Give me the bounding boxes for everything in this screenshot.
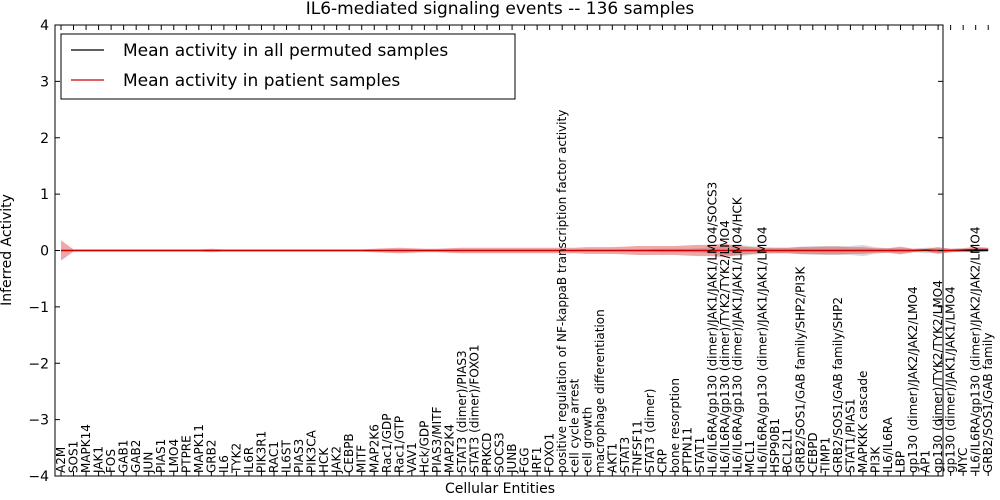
x-tick-label: HSP90B1 bbox=[768, 418, 782, 473]
x-tick-label: PIAS3 bbox=[292, 439, 306, 473]
x-tick-label: IL6 bbox=[217, 455, 231, 473]
chart-title: IL6-mediated signaling events -- 136 sam… bbox=[306, 0, 695, 19]
x-tick-label: PIK3CA bbox=[305, 429, 319, 473]
x-tick-label: GAB1 bbox=[117, 440, 131, 473]
series-lines bbox=[61, 248, 989, 252]
y-tick-label: 0 bbox=[40, 244, 49, 260]
x-tick-label: CEBPB bbox=[342, 433, 356, 473]
x-tick-label: macrophage differentiation bbox=[593, 309, 607, 473]
x-tick-label: MAP2K4 bbox=[442, 424, 456, 473]
x-tick-label: PIAS3/MITF bbox=[430, 406, 444, 473]
x-tick-label: CRP bbox=[655, 449, 669, 473]
x-tick-label: JAK1 bbox=[92, 446, 106, 474]
x-tick-label: Rac1/GDP bbox=[380, 414, 394, 473]
x-tick-label: GRB2/SOS1/GAB family/SHP2 bbox=[831, 297, 845, 473]
y-tick-label: 2 bbox=[40, 131, 49, 147]
x-tick-label: IL6/IL6RA/gp130 (dimer)/JAK1/JAK1/LMO4 bbox=[756, 227, 770, 473]
y-axis-label: Inferred Activity bbox=[0, 194, 15, 306]
x-tick-label: TYK2 bbox=[229, 443, 243, 474]
x-tick-label: IRF1 bbox=[530, 447, 544, 473]
x-tick-label: VAV1 bbox=[405, 442, 419, 473]
y-tick-label: 3 bbox=[40, 74, 49, 90]
x-tick-label: AKT1 bbox=[605, 443, 619, 473]
x-tick-label: JAK2 bbox=[330, 446, 344, 474]
x-tick-label: RAC1 bbox=[267, 441, 281, 473]
x-tick-label: IL6/IL6RA/gp130 (dimer)/JAK2/JAK2/LMO4 bbox=[969, 227, 983, 473]
x-tick-label: STAT1/PIAS1 bbox=[843, 398, 857, 473]
x-axis-label: Cellular Entities bbox=[445, 481, 555, 497]
x-tick-label: cell cycle arrest bbox=[568, 378, 582, 473]
x-tick-label: bone resorption bbox=[668, 378, 682, 473]
x-tick-label: MAPKKK cascade bbox=[856, 371, 870, 473]
y-tick-label: −2 bbox=[28, 356, 49, 372]
x-tick-label: IL6R bbox=[242, 447, 256, 473]
legend-entry-permuted: Mean activity in all permuted samples bbox=[123, 41, 448, 61]
x-tick-label: GAB2 bbox=[129, 440, 143, 473]
x-tick-label: Rac1/GTP bbox=[392, 416, 406, 473]
x-tick-label: CEBPD bbox=[806, 432, 820, 473]
x-tick-label: LBP bbox=[894, 451, 908, 473]
x-tick-label: cell growth bbox=[580, 407, 594, 473]
y-tick-label: −3 bbox=[28, 413, 49, 429]
x-tick-label: IL6/IL6RA/gp130 (dimer)/JAK1/JAK1/LMO4/H… bbox=[731, 196, 745, 473]
x-tick-label: AP1 bbox=[919, 450, 933, 473]
y-tick-label: −1 bbox=[28, 300, 49, 316]
x-tick-label: gp130 (dimer)/TYK2/TYK2/LMO4 bbox=[931, 280, 945, 473]
x-tick-label: STAT3 (dimer)/FOXO1 bbox=[467, 344, 481, 473]
y-tick-label: −4 bbox=[28, 469, 49, 485]
x-tick-label: MAPK14 bbox=[79, 424, 93, 473]
x-tick-label: MITF bbox=[355, 445, 369, 473]
x-tick-label: A2M bbox=[54, 447, 68, 473]
x-tick-label: PTPRE bbox=[179, 435, 193, 473]
x-tick-label: SOS1 bbox=[67, 441, 81, 473]
legend-entry-patient: Mean activity in patient samples bbox=[123, 71, 400, 91]
x-tick-label: GRB2 bbox=[204, 439, 218, 473]
x-tick-label: STAT3 (dimer) bbox=[643, 389, 657, 473]
y-tick-label: 1 bbox=[40, 187, 49, 203]
x-tick-label: positive regulation of NF-kappaB transcr… bbox=[555, 110, 569, 473]
x-tick-label: MAPK11 bbox=[192, 424, 206, 473]
x-tick-label: FGG bbox=[518, 448, 532, 474]
legend: Mean activity in all permuted samples Me… bbox=[60, 33, 516, 100]
x-tick-label: TNFSF11 bbox=[630, 420, 644, 474]
x-tick-label: FOXO1 bbox=[543, 433, 557, 473]
x-tick-label: Hck/GDP bbox=[417, 421, 431, 473]
x-tick-label: PRKCD bbox=[480, 433, 494, 473]
y-axis: −4 −3 −2 −1 0 1 2 3 4 bbox=[28, 18, 943, 485]
x-tick-label: IL6/IL6RA/gp130 (dimer)/JAK1/JAK1/LMO4/S… bbox=[706, 182, 720, 473]
x-tick-label: IL6/IL6RA/gp130 (dimer)/TYK2/TYK2/LMO4 bbox=[718, 220, 732, 473]
x-tick-label: HCK bbox=[317, 447, 331, 473]
x-tick-label: FOS bbox=[104, 449, 118, 473]
x-tick-label: PIK3R1 bbox=[254, 431, 268, 473]
x-tick-label: gp130 (dimer)/JAK2/JAK2/LMO4 bbox=[906, 286, 920, 473]
x-tick-label: STAT1 bbox=[693, 437, 707, 473]
x-tick-label: PIAS1 bbox=[154, 439, 168, 473]
x-tick-label: STAT3 (dimer)/PIAS3 bbox=[455, 350, 469, 473]
x-tick-label: GRB2/SOS1/GAB family/SHP2/PI3K bbox=[793, 265, 807, 473]
x-tick-label: JUNB bbox=[505, 443, 519, 474]
x-axis: A2MSOS1MAPK14JAK1FOSGAB1GAB2JUNPIAS1LMO4… bbox=[54, 25, 995, 476]
x-tick-label: IL6/IL6RA bbox=[881, 416, 895, 473]
legend-box bbox=[60, 33, 516, 100]
x-tick-label: SOCS3 bbox=[493, 432, 507, 473]
x-tick-label: TIMP1 bbox=[818, 437, 832, 474]
x-tick-label: MYC bbox=[956, 448, 970, 473]
x-tick-label: GRB2/SOS1/GAB family bbox=[981, 333, 995, 474]
x-tick-label: LMO4 bbox=[167, 439, 181, 473]
x-tick-label: PTPN11 bbox=[681, 427, 695, 473]
x-tick-label: MCL1 bbox=[743, 440, 757, 473]
line-series-1 bbox=[61, 248, 989, 252]
x-tick-label: gp130 (dimer)/JAK1/JAK1/LMO4 bbox=[944, 286, 958, 473]
x-tick-label: BCL2L1 bbox=[781, 428, 795, 473]
x-tick-label: STAT3 bbox=[618, 437, 632, 473]
x-tick-label: JUN bbox=[142, 452, 156, 474]
y-tick-label: 4 bbox=[40, 18, 49, 34]
x-tick-label: MAP2K6 bbox=[367, 424, 381, 473]
x-tick-label: PI3K bbox=[868, 446, 882, 473]
x-tick-label: IL6ST bbox=[280, 440, 294, 473]
